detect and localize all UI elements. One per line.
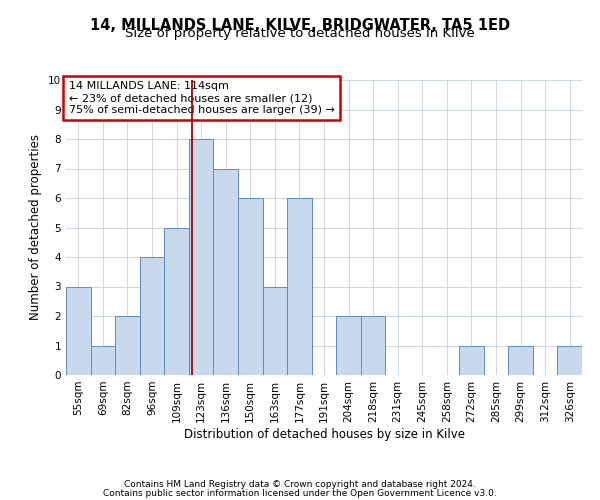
Bar <box>189 139 214 375</box>
Bar <box>91 346 115 375</box>
Bar <box>336 316 361 375</box>
Bar <box>115 316 140 375</box>
Bar <box>287 198 312 375</box>
Text: Contains HM Land Registry data © Crown copyright and database right 2024.: Contains HM Land Registry data © Crown c… <box>124 480 476 489</box>
Bar <box>66 286 91 375</box>
Bar <box>140 257 164 375</box>
Text: Size of property relative to detached houses in Kilve: Size of property relative to detached ho… <box>125 28 475 40</box>
Bar <box>164 228 189 375</box>
Bar <box>459 346 484 375</box>
Y-axis label: Number of detached properties: Number of detached properties <box>29 134 43 320</box>
Bar <box>557 346 582 375</box>
Text: 14 MILLANDS LANE: 114sqm
← 23% of detached houses are smaller (12)
75% of semi-d: 14 MILLANDS LANE: 114sqm ← 23% of detach… <box>68 82 334 114</box>
Text: Contains public sector information licensed under the Open Government Licence v3: Contains public sector information licen… <box>103 488 497 498</box>
Bar <box>508 346 533 375</box>
Bar <box>361 316 385 375</box>
Bar <box>238 198 263 375</box>
Bar <box>214 168 238 375</box>
Text: 14, MILLANDS LANE, KILVE, BRIDGWATER, TA5 1ED: 14, MILLANDS LANE, KILVE, BRIDGWATER, TA… <box>90 18 510 32</box>
X-axis label: Distribution of detached houses by size in Kilve: Distribution of detached houses by size … <box>184 428 464 440</box>
Bar <box>263 286 287 375</box>
